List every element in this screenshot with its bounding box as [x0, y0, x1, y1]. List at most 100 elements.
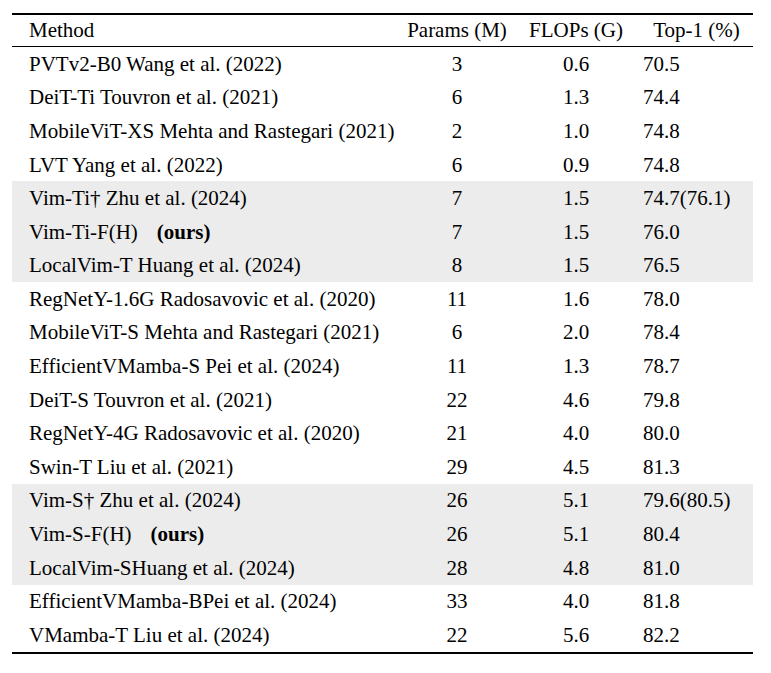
- table-row: Vim-Ti-F(H)(ours)71.576.0: [12, 215, 753, 249]
- results-table: Method Params (M) FLOPs (G) Top-1 (%) PV…: [12, 13, 753, 654]
- table-row: LVT Yang et al. (2022)60.974.8: [12, 148, 753, 182]
- params-cell: 28: [402, 551, 512, 585]
- method-cell: Vim-S-F(H)(ours): [12, 517, 402, 551]
- top1-cell: 80.0: [640, 417, 753, 451]
- top1-cell: 82.2: [640, 618, 753, 653]
- table-row: PVTv2-B0 Wang et al. (2022)30.670.5: [12, 47, 753, 81]
- params-cell: 11: [402, 349, 512, 383]
- table-row: EfficientVMamba-S Pei et al. (2024)111.3…: [12, 349, 753, 383]
- flops-cell: 0.6: [512, 47, 640, 81]
- params-cell: 33: [402, 585, 512, 619]
- table-row: MobileViT-S Mehta and Rastegari (2021)62…: [12, 316, 753, 350]
- table-row: RegNetY-1.6G Radosavovic et al. (2020)11…: [12, 282, 753, 316]
- table-row: LocalVim-T Huang et al. (2024)81.576.5: [12, 249, 753, 283]
- top1-cell: 81.3: [640, 450, 753, 484]
- top1-cell: 78.0: [640, 282, 753, 316]
- flops-cell: 1.6: [512, 282, 640, 316]
- flops-cell: 4.0: [512, 417, 640, 451]
- params-cell: 21: [402, 417, 512, 451]
- params-cell: 29: [402, 450, 512, 484]
- table-row: MobileViT-XS Mehta and Rastegari (2021)2…: [12, 114, 753, 148]
- table-row: Vim-S† Zhu et al. (2024)265.179.6(80.5): [12, 484, 753, 518]
- method-cell: PVTv2-B0 Wang et al. (2022): [12, 47, 402, 81]
- flops-cell: 2.0: [512, 316, 640, 350]
- flops-cell: 1.5: [512, 215, 640, 249]
- table-row: DeiT-Ti Touvron et al. (2021)61.374.4: [12, 81, 753, 115]
- flops-cell: 5.6: [512, 618, 640, 653]
- flops-cell: 1.5: [512, 181, 640, 215]
- top1-cell: 81.8: [640, 585, 753, 619]
- params-cell: 8: [402, 249, 512, 283]
- flops-cell: 4.5: [512, 450, 640, 484]
- table-row: Swin-T Liu et al. (2021)294.581.3: [12, 450, 753, 484]
- params-cell: 6: [402, 148, 512, 182]
- table-row: DeiT-S Touvron et al. (2021)224.679.8: [12, 383, 753, 417]
- flops-cell: 1.0: [512, 114, 640, 148]
- table-body: PVTv2-B0 Wang et al. (2022)30.670.5DeiT-…: [12, 47, 753, 653]
- params-cell: 6: [402, 81, 512, 115]
- method-cell: DeiT-S Touvron et al. (2021): [12, 383, 402, 417]
- method-cell: LVT Yang et al. (2022): [12, 148, 402, 182]
- flops-cell: 1.3: [512, 81, 640, 115]
- top1-cell: 74.8: [640, 148, 753, 182]
- params-cell: 26: [402, 484, 512, 518]
- top1-cell: 80.4: [640, 517, 753, 551]
- col-header-top1: Top-1 (%): [640, 14, 753, 47]
- method-cell: DeiT-Ti Touvron et al. (2021): [12, 81, 402, 115]
- top1-cell: 76.0: [640, 215, 753, 249]
- flops-cell: 4.0: [512, 585, 640, 619]
- method-cell: Vim-S† Zhu et al. (2024): [12, 484, 402, 518]
- top1-cell: 74.4: [640, 81, 753, 115]
- flops-cell: 1.3: [512, 349, 640, 383]
- table-row: VMamba-T Liu et al. (2024)225.682.2: [12, 618, 753, 653]
- table-row: RegNetY-4G Radosavovic et al. (2020)214.…: [12, 417, 753, 451]
- params-cell: 22: [402, 618, 512, 653]
- ours-badge: (ours): [150, 522, 204, 546]
- top1-cell: 81.0: [640, 551, 753, 585]
- table-row: LocalVim-SHuang et al. (2024)284.881.0: [12, 551, 753, 585]
- flops-cell: 0.9: [512, 148, 640, 182]
- top1-cell: 70.5: [640, 47, 753, 81]
- method-cell: RegNetY-4G Radosavovic et al. (2020): [12, 417, 402, 451]
- top1-cell: 78.7: [640, 349, 753, 383]
- top1-cell: 79.6(80.5): [640, 484, 753, 518]
- col-header-method: Method: [12, 14, 402, 47]
- params-cell: 22: [402, 383, 512, 417]
- flops-cell: 1.5: [512, 249, 640, 283]
- params-cell: 11: [402, 282, 512, 316]
- method-cell: MobileViT-XS Mehta and Rastegari (2021): [12, 114, 402, 148]
- col-header-flops: FLOPs (G): [512, 14, 640, 47]
- method-cell: RegNetY-1.6G Radosavovic et al. (2020): [12, 282, 402, 316]
- method-cell: Swin-T Liu et al. (2021): [12, 450, 402, 484]
- flops-cell: 4.6: [512, 383, 640, 417]
- flops-cell: 5.1: [512, 517, 640, 551]
- method-cell: EfficientVMamba-BPei et al. (2024): [12, 585, 402, 619]
- header-row: Method Params (M) FLOPs (G) Top-1 (%): [12, 14, 753, 47]
- params-cell: 3: [402, 47, 512, 81]
- method-cell: Vim-Ti† Zhu et al. (2024): [12, 181, 402, 215]
- method-cell: LocalVim-T Huang et al. (2024): [12, 249, 402, 283]
- params-cell: 7: [402, 215, 512, 249]
- col-header-params: Params (M): [402, 14, 512, 47]
- top1-cell: 78.4: [640, 316, 753, 350]
- method-cell: EfficientVMamba-S Pei et al. (2024): [12, 349, 402, 383]
- flops-cell: 4.8: [512, 551, 640, 585]
- method-cell: VMamba-T Liu et al. (2024): [12, 618, 402, 653]
- top1-cell: 74.8: [640, 114, 753, 148]
- top1-cell: 74.7(76.1): [640, 181, 753, 215]
- flops-cell: 5.1: [512, 484, 640, 518]
- params-cell: 7: [402, 181, 512, 215]
- table-row: Vim-Ti† Zhu et al. (2024)71.574.7(76.1): [12, 181, 753, 215]
- top1-cell: 76.5: [640, 249, 753, 283]
- top1-cell: 79.8: [640, 383, 753, 417]
- table-row: Vim-S-F(H)(ours)265.180.4: [12, 517, 753, 551]
- ours-badge: (ours): [157, 220, 211, 244]
- params-cell: 2: [402, 114, 512, 148]
- method-cell: Vim-Ti-F(H)(ours): [12, 215, 402, 249]
- params-cell: 26: [402, 517, 512, 551]
- params-cell: 6: [402, 316, 512, 350]
- table-row: EfficientVMamba-BPei et al. (2024)334.08…: [12, 585, 753, 619]
- paper-table-page: Method Params (M) FLOPs (G) Top-1 (%) PV…: [0, 0, 771, 673]
- method-cell: MobileViT-S Mehta and Rastegari (2021): [12, 316, 402, 350]
- method-cell: LocalVim-SHuang et al. (2024): [12, 551, 402, 585]
